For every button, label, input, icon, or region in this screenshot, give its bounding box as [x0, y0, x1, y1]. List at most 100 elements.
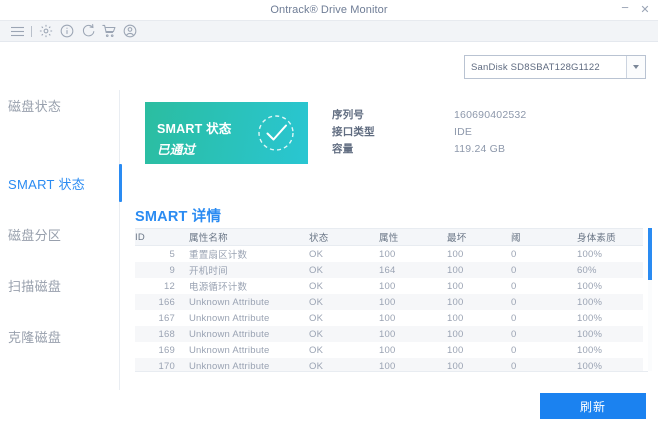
cell-health: 100%: [577, 360, 603, 372]
column-header-threshold[interactable]: 阈: [509, 228, 575, 246]
cell-health: 100%: [577, 280, 603, 292]
cell-value: 100: [379, 312, 396, 324]
info-icon[interactable]: [56, 21, 77, 41]
table-row[interactable]: 5 重置扇区计数 OK 100 100 0 100%: [135, 245, 643, 262]
table-row[interactable]: 170 Unknown Attribute OK 100 100 0 100%: [135, 358, 643, 371]
table-row[interactable]: 167 Unknown Attribute OK 100 100 0 100%: [135, 310, 643, 326]
sidebar-item-disk-partition[interactable]: 磁盘分区: [8, 227, 62, 243]
column-header-status[interactable]: 状态: [307, 228, 377, 246]
cell-threshold: 0: [511, 312, 517, 324]
cell-value: 100: [379, 296, 396, 308]
table-row[interactable]: 166 Unknown Attribute OK 100 100 0 100%: [135, 294, 643, 310]
hamburger-menu-icon[interactable]: [7, 21, 28, 41]
column-header-name[interactable]: 属性名称: [181, 228, 307, 246]
refresh-button[interactable]: 刷新: [540, 393, 646, 419]
smart-status-card: SMART 状态 已通过: [145, 102, 308, 164]
sidebar-item-scan-disk[interactable]: 扫描磁盘: [8, 278, 62, 294]
minimize-button[interactable]: −: [621, 0, 629, 15]
cell-threshold: 0: [511, 248, 517, 260]
table-row[interactable]: 12 电源循环计数 OK 100 100 0 100%: [135, 278, 643, 294]
column-header-id[interactable]: ID: [135, 228, 181, 246]
toolbar-divider: [31, 25, 32, 37]
smart-details-title: SMART 详情: [135, 209, 222, 225]
sidebar-item-disk-status[interactable]: 磁盘状态: [8, 98, 62, 114]
table-row[interactable]: 9 开机时间 OK 164 100 0 60%: [135, 262, 643, 278]
cell-worst: 100: [447, 312, 464, 324]
column-header-health[interactable]: 身体素质: [575, 228, 643, 246]
drive-selector[interactable]: SanDisk SD8SBAT128G1122: [464, 55, 646, 79]
cell-threshold: 0: [511, 296, 517, 308]
cell-name: Unknown Attribute: [189, 328, 270, 340]
cell-id: 170: [158, 360, 175, 372]
window-title: Ontrack® Drive Monitor: [270, 4, 388, 16]
cart-icon[interactable]: [98, 21, 119, 41]
cell-id: 9: [169, 264, 175, 276]
cell-value: 100: [379, 344, 396, 356]
cell-status: OK: [309, 344, 324, 356]
smart-details-table: ID 属性名称 状态 属性 最坏 阈 身体素质 5 重置扇区计数 OK 100: [135, 228, 643, 371]
cell-health: 100%: [577, 296, 603, 308]
toolbar: [0, 20, 658, 42]
table-scrollbar-track[interactable]: [648, 228, 652, 371]
table-bottom-divider: [135, 371, 648, 372]
column-header-worst[interactable]: 最坏: [445, 228, 509, 246]
close-button[interactable]: ✕: [640, 3, 650, 16]
cell-health: 100%: [577, 312, 603, 324]
sidebar-active-marker: [119, 164, 122, 202]
cell-health: 60%: [577, 264, 597, 276]
footer: 刷新: [0, 390, 658, 428]
cell-worst: 100: [447, 344, 464, 356]
account-icon[interactable]: [119, 21, 140, 41]
table-scrollbar-thumb[interactable]: [648, 228, 652, 280]
cell-threshold: 0: [511, 344, 517, 356]
cell-value: 100: [379, 280, 396, 292]
table-row[interactable]: 169 Unknown Attribute OK 100 100 0 100%: [135, 342, 643, 358]
cell-worst: 100: [447, 264, 464, 276]
drive-info-row: 容量 119.24 GB: [332, 140, 526, 157]
cell-status: OK: [309, 280, 324, 292]
smart-card-value: 已通过: [157, 143, 196, 157]
sidebar-item-clone-disk[interactable]: 克隆磁盘: [8, 329, 62, 345]
serial-number-label: 序列号: [332, 109, 365, 121]
cell-health: 100%: [577, 344, 603, 356]
drive-info-row: 接口类型 IDE: [332, 123, 526, 140]
cell-name: Unknown Attribute: [189, 296, 270, 308]
settings-gear-icon[interactable]: [35, 21, 56, 41]
window-controls: − ✕: [616, 0, 654, 20]
sidebar-item-smart-status[interactable]: SMART 状态: [8, 176, 86, 192]
sidebar: 磁盘状态 SMART 状态 磁盘分区 扫描磁盘 克隆磁盘: [0, 90, 119, 390]
title-bar: Ontrack® Drive Monitor − ✕: [0, 0, 658, 20]
cell-status: OK: [309, 248, 324, 260]
cell-name: 重置扇区计数: [189, 250, 248, 261]
capacity-label: 容量: [332, 143, 354, 155]
cell-id: 166: [158, 296, 175, 308]
smart-details-table-container[interactable]: ID 属性名称 状态 属性 最坏 阈 身体素质 5 重置扇区计数 OK 100: [135, 228, 643, 371]
cell-status: OK: [309, 296, 324, 308]
cell-worst: 100: [447, 328, 464, 340]
column-header-value[interactable]: 属性: [377, 228, 445, 246]
cell-id: 169: [158, 344, 175, 356]
cell-id: 12: [164, 280, 175, 292]
cell-worst: 100: [447, 280, 464, 292]
chevron-down-icon[interactable]: [626, 56, 645, 78]
drive-selector-value: SanDisk SD8SBAT128G1122: [471, 61, 600, 73]
cell-worst: 100: [447, 360, 464, 372]
table-row[interactable]: 168 Unknown Attribute OK 100 100 0 100%: [135, 326, 643, 342]
cell-name: Unknown Attribute: [189, 312, 270, 324]
cell-id: 167: [158, 312, 175, 324]
serial-number-value: 160690402532: [454, 108, 527, 121]
cell-threshold: 0: [511, 280, 517, 292]
cell-status: OK: [309, 312, 324, 324]
cell-worst: 100: [447, 296, 464, 308]
cell-worst: 100: [447, 248, 464, 260]
cell-name: 开机时间: [189, 266, 228, 277]
drive-info-row: 序列号 160690402532: [332, 106, 526, 123]
table-header-row: ID 属性名称 状态 属性 最坏 阈 身体素质: [135, 228, 643, 246]
main-content: SMART 状态 已通过 序列号 160690402532 接口类型 IDE 容…: [120, 90, 658, 390]
cell-threshold: 0: [511, 264, 517, 276]
refresh-icon[interactable]: [77, 21, 98, 41]
cell-name: Unknown Attribute: [189, 360, 270, 372]
cell-threshold: 0: [511, 360, 517, 372]
interface-type-label: 接口类型: [332, 126, 375, 138]
